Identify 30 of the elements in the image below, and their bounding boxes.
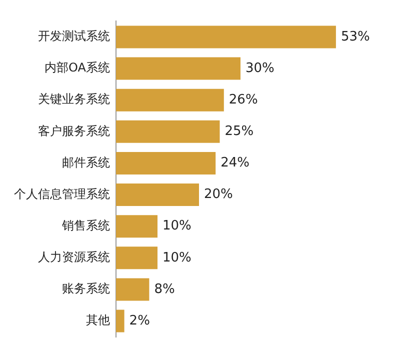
data-label: 53%	[340, 29, 370, 44]
y-tick-label: 销售系统	[61, 218, 110, 232]
bar	[116, 278, 150, 301]
data-label: 30%	[246, 60, 274, 76]
y-tick-label: 关键业务系统	[38, 92, 110, 106]
y-tick-label: 邮件系统	[62, 155, 110, 170]
bar	[116, 310, 124, 332]
bar	[116, 57, 240, 80]
bar	[116, 246, 158, 270]
y-tick-label: 其他	[86, 313, 110, 328]
bar	[116, 26, 336, 48]
y-tick-label: 个人信息管理系统	[14, 186, 110, 201]
data-label: 10%	[162, 218, 192, 234]
bar	[116, 152, 216, 174]
data-label: 10%	[162, 250, 192, 266]
bar	[116, 215, 158, 238]
bar	[116, 184, 199, 206]
data-label: 2%	[129, 313, 150, 328]
bar	[116, 88, 224, 112]
y-tick-label: 内部OA系统	[44, 60, 110, 75]
data-label: 20%	[204, 187, 233, 202]
data-label: 26%	[228, 92, 258, 108]
data-label: 24%	[220, 156, 250, 171]
y-tick-label: 开发测试系统	[38, 29, 110, 44]
y-tick-label: 客户服务系统	[38, 124, 110, 138]
y-tick-label: 账务系统	[62, 282, 110, 296]
bar	[116, 120, 220, 143]
data-label: 25%	[224, 124, 254, 140]
y-tick-label: 人力资源系统	[38, 250, 110, 264]
data-label: 8%	[154, 282, 175, 297]
